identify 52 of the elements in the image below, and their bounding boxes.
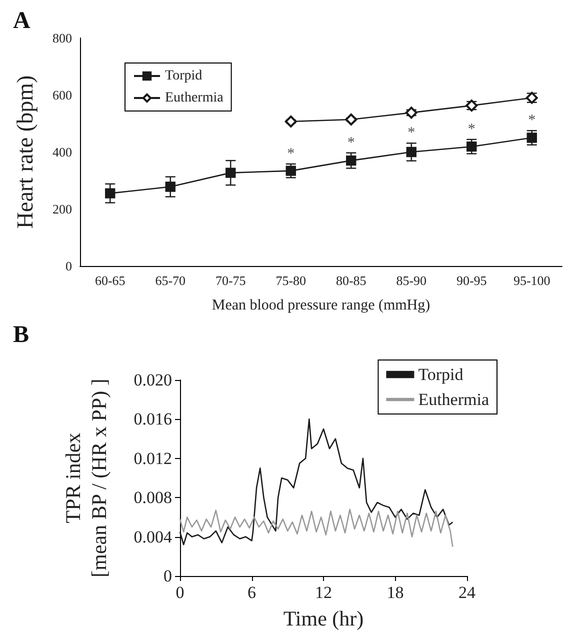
legend-label: Torpid <box>165 68 202 84</box>
point <box>405 106 418 119</box>
chart-title: B <box>13 322 30 348</box>
y-tick-label: 0.008 <box>134 488 172 508</box>
annotation: * <box>468 121 476 138</box>
legend-label: Euthermia <box>165 90 224 106</box>
x-tick-label: 95-100 <box>513 273 550 288</box>
y-tick-label: 0.004 <box>134 527 172 546</box>
y-tick-label: 0.016 <box>134 410 172 429</box>
y-tick-label: 0 <box>66 258 72 274</box>
point <box>345 114 358 126</box>
point <box>284 116 297 128</box>
x-axis-title: Time (hr) <box>283 606 364 630</box>
x-tick-label: 0 <box>176 583 184 602</box>
x-axis-title: Mean blood pressure range (mmHg) <box>212 298 430 314</box>
chart-title: A <box>13 8 31 34</box>
line-series <box>179 418 454 546</box>
annotation: * <box>528 112 536 129</box>
point <box>165 182 176 192</box>
x-tick-label: 6 <box>248 583 256 602</box>
y-tick-label: 800 <box>52 30 72 46</box>
x-tick-label: 75-80 <box>276 273 306 288</box>
y-tick-label: 600 <box>52 88 72 102</box>
point <box>466 141 477 152</box>
y-tick-label: 0.020 <box>134 370 172 390</box>
legend-label: Torpid <box>418 365 464 384</box>
point <box>406 146 416 158</box>
y-tick-label: 0 <box>164 566 172 586</box>
legend-label: Euthermia <box>418 390 490 409</box>
annotation: * <box>347 134 355 151</box>
annotation: * <box>287 146 295 162</box>
line-series <box>179 508 454 548</box>
y-axis-title: Heart rate (bpm) <box>12 75 38 229</box>
y-tick-label: 200 <box>52 202 72 216</box>
x-tick-label: 70-75 <box>215 273 246 288</box>
point <box>526 132 537 143</box>
y-tick-label: 400 <box>52 144 72 160</box>
point <box>346 155 356 166</box>
x-tick-label: 80-85 <box>336 273 366 288</box>
x-tick-label: 24 <box>458 583 476 602</box>
y-tick-label: 0.012 <box>134 448 172 468</box>
point <box>226 168 236 178</box>
x-tick-label: 60-65 <box>94 273 126 288</box>
y-axis-title: TPR index [mean BP / (HR x PP) ] <box>61 378 111 578</box>
point <box>286 166 296 176</box>
point <box>105 188 116 198</box>
x-tick-label: 65-70 <box>155 273 186 288</box>
x-tick-label: 12 <box>315 583 332 602</box>
x-tick-label: 90-95 <box>456 273 487 288</box>
annotation: * <box>408 125 416 142</box>
x-tick-label: 18 <box>386 583 404 602</box>
x-tick-label: 85-90 <box>396 273 427 288</box>
